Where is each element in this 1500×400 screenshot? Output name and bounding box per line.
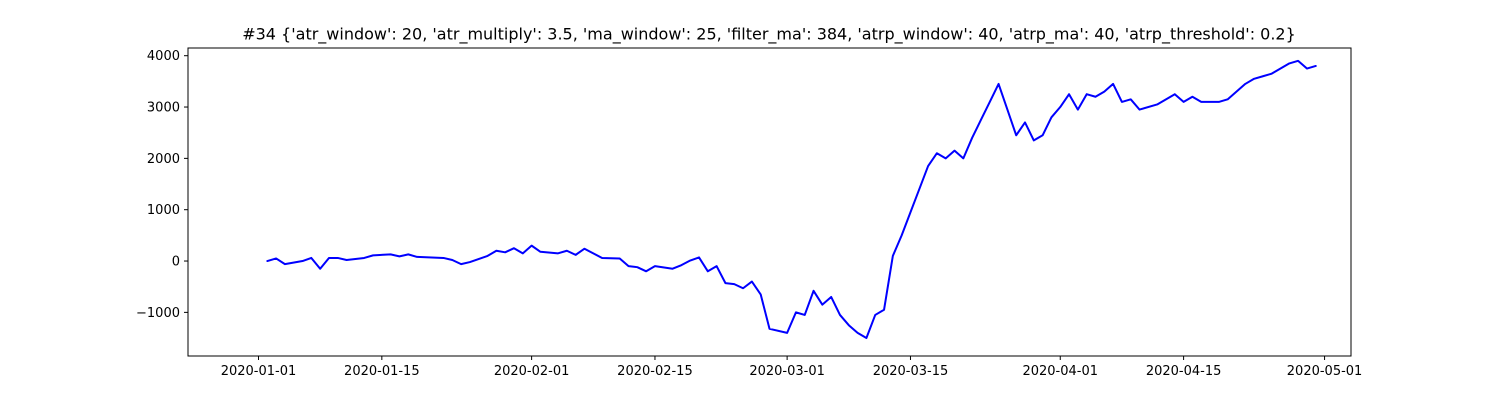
x-tick-label: 2020-04-01 bbox=[1022, 364, 1098, 379]
y-tick-label: 1000 bbox=[147, 203, 180, 218]
y-tick-label: −1000 bbox=[136, 306, 180, 321]
plot-area bbox=[266, 59, 1317, 340]
x-tick-label: 2020-01-01 bbox=[221, 364, 297, 379]
x-tick-label: 2020-01-15 bbox=[344, 364, 420, 379]
plot-frame bbox=[187, 47, 1352, 357]
y-axis: −1000 0 1000 2000 3000 4000 bbox=[136, 49, 188, 321]
chart-title: #34 {'atr_window': 20, 'atr_multiply': 3… bbox=[242, 25, 1296, 45]
y-tick-label: 2000 bbox=[147, 152, 180, 167]
y-tick-label: 4000 bbox=[147, 49, 180, 64]
x-tick-label: 2020-03-15 bbox=[873, 364, 949, 379]
x-tick-label: 2020-04-15 bbox=[1146, 364, 1222, 379]
x-tick-label: 2020-05-01 bbox=[1287, 364, 1363, 379]
x-axis: 2020-01-01 2020-01-15 2020-02-01 2020-02-15… bbox=[221, 356, 1363, 379]
x-tick-label: 2020-02-15 bbox=[617, 364, 693, 379]
y-tick-label: 3000 bbox=[147, 101, 180, 116]
x-tick-label: 2020-02-01 bbox=[494, 364, 570, 379]
series-line bbox=[266, 59, 1317, 340]
x-tick-label: 2020-03-01 bbox=[749, 364, 825, 379]
y-tick-label: 0 bbox=[172, 255, 180, 270]
